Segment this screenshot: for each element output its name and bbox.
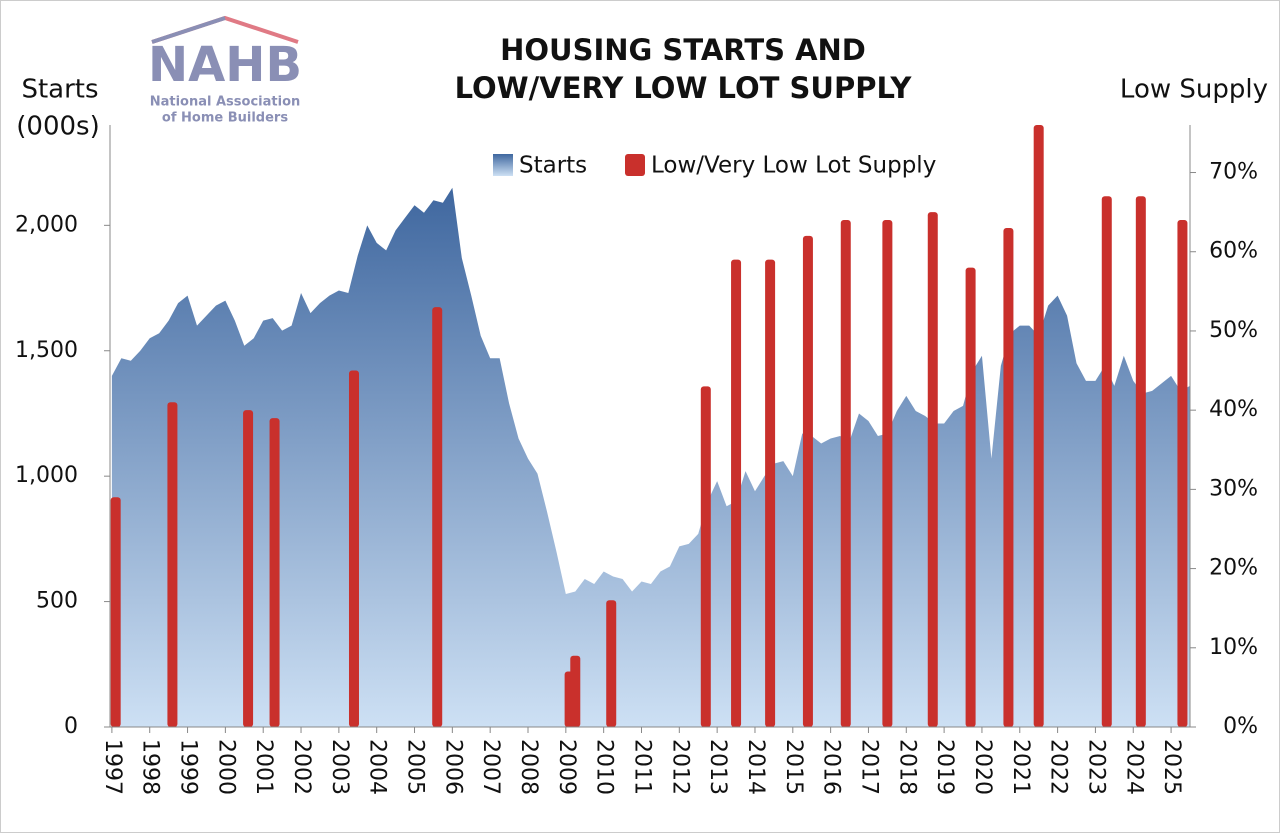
bar	[765, 259, 776, 727]
x-tick-label: 2003	[327, 739, 352, 795]
x-tick-label: 2008	[516, 739, 541, 795]
x-tick-label: 2015	[781, 739, 806, 795]
x-tick-label: 2019	[932, 739, 957, 795]
bar	[731, 259, 742, 727]
logo-line: National Association	[150, 95, 301, 110]
x-tick-label: 1997	[100, 739, 125, 795]
legend: Starts Low/Very Low Lot Supply	[493, 153, 936, 179]
x-tick-label: 2020	[970, 739, 995, 795]
y-tick-label: 1,000	[15, 463, 78, 488]
x-tick-label: 2009	[554, 739, 579, 795]
x-tick-label: 2004	[365, 739, 390, 795]
y2-axis-label: Low Supply	[1120, 75, 1268, 105]
y2-tick-label: 40%	[1209, 397, 1258, 422]
y2-tick-label: 50%	[1209, 318, 1258, 343]
bar	[1003, 227, 1014, 727]
plot-area	[110, 125, 1190, 727]
y2-tick-label: 0%	[1223, 714, 1258, 739]
x-tick-label: 2005	[403, 739, 428, 795]
bar	[700, 386, 711, 727]
x-tick-label: 1998	[138, 739, 163, 795]
y2-tick-label: 60%	[1209, 239, 1258, 264]
bar	[802, 235, 813, 727]
bar	[167, 402, 178, 727]
bar	[1033, 125, 1044, 727]
bar	[927, 212, 938, 727]
y2-tick-label: 20%	[1209, 556, 1258, 581]
y2-tick-label: 70%	[1209, 160, 1258, 185]
chart-title: LOW/VERY LOW LOT SUPPLY	[455, 71, 913, 105]
y2-tick-label: 30%	[1209, 476, 1258, 501]
y-axis-label: (000s)	[16, 112, 99, 142]
x-tick-label: 2022	[1046, 739, 1071, 795]
bar	[570, 655, 581, 727]
x-tick-label: 2001	[251, 739, 276, 795]
x-tick-label: 2021	[1008, 739, 1033, 795]
y2-tick-label: 10%	[1209, 635, 1258, 660]
y-axis-label: Starts	[21, 75, 98, 105]
bar	[1135, 196, 1146, 727]
x-tick-label: 2013	[705, 739, 730, 795]
bar	[110, 497, 121, 727]
logo-line: of Home Builders	[162, 111, 288, 126]
area	[111, 187, 1190, 727]
bar	[432, 307, 443, 727]
x-tick-label: 2016	[819, 739, 844, 795]
bar	[269, 418, 280, 727]
bar	[243, 410, 254, 727]
legend-swatch	[493, 154, 513, 176]
x-tick-label: 2024	[1121, 739, 1146, 795]
x-tick-label: 2014	[743, 739, 768, 795]
bar	[348, 370, 359, 727]
logo-text: NAHB	[148, 37, 302, 93]
y-tick-label: 500	[36, 589, 78, 614]
bar	[882, 220, 893, 727]
bar	[606, 600, 617, 727]
y-tick-label: 0	[64, 714, 78, 739]
bar	[840, 220, 851, 727]
legend-label: Starts	[519, 153, 587, 179]
legend-label: Low/Very Low Lot Supply	[651, 153, 936, 179]
x-tick-label: 2000	[213, 739, 238, 795]
x-tick-label: 2006	[440, 739, 465, 795]
x-tick-label: 2010	[592, 739, 617, 795]
logo: NAHB National Association of Home Builde…	[148, 15, 302, 126]
x-tick-label: 2002	[289, 739, 314, 795]
y-tick-label: 1,500	[15, 338, 78, 363]
x-tick-label: 2023	[1083, 739, 1108, 795]
x-tick-label: 2007	[478, 739, 503, 795]
bar	[965, 267, 976, 727]
bar	[1101, 196, 1112, 727]
x-tick-label: 1999	[176, 739, 201, 795]
x-tick-label: 2025	[1159, 739, 1184, 795]
y-tick-label: 2,000	[15, 212, 78, 237]
x-tick-label: 2017	[856, 739, 881, 795]
bar	[1177, 220, 1188, 727]
legend-swatch	[625, 154, 645, 176]
x-tick-label: 2011	[629, 739, 654, 795]
chart-title: HOUSING STARTS AND	[500, 33, 866, 67]
x-tick-label: 2018	[894, 739, 919, 795]
x-tick-label: 2012	[667, 739, 692, 795]
